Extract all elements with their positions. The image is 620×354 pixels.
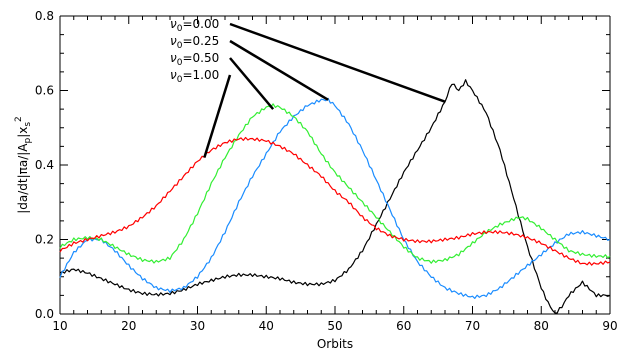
x-tick-label: 70 (465, 319, 480, 333)
x-tick-label: 80 (534, 319, 549, 333)
y-axis-title-main: |da/dt|πa/|A (16, 143, 30, 214)
annotation-label: ν0=0.50 (170, 51, 219, 68)
annotation-value: =0.50 (182, 51, 219, 65)
annotation-value: =0.25 (182, 34, 219, 48)
annotation-label: ν0=0.00 (170, 17, 219, 34)
y-axis-title-mid: |x (16, 127, 30, 138)
y-axis-title-sub1: p (23, 138, 33, 144)
x-axis-title: Orbits (317, 337, 353, 351)
x-tick-label: 10 (52, 319, 67, 333)
annotation-label: ν0=0.25 (170, 34, 219, 51)
series-line (59, 79, 611, 314)
y-tick-label: 0.4 (35, 158, 54, 172)
annotation-symbol: ν (170, 51, 177, 65)
series-line (59, 136, 611, 266)
annotation-value: =1.00 (182, 68, 219, 82)
annotation-leader (203, 74, 232, 158)
x-tick-label: 20 (121, 319, 136, 333)
x-tick-label: 30 (190, 319, 205, 333)
y-tick-label: 0.2 (35, 233, 54, 247)
x-tick-label: 50 (327, 319, 342, 333)
series-layer (59, 79, 611, 314)
series-line (59, 103, 611, 264)
x-tick-label: 40 (259, 319, 274, 333)
annotation-leader (229, 22, 446, 103)
annotation-label: ν0=1.00 (170, 68, 219, 85)
y-tick-label: 0.6 (35, 84, 54, 98)
annotation-value: =0.00 (182, 17, 219, 31)
annotation-leader (229, 57, 275, 110)
ticks: 10 20 30 40 50 60 70 80 90 0.0 0.2 0.4 0.6 0.8 (35, 9, 618, 333)
annotation-symbol: ν (170, 34, 177, 48)
x-tick-label: 90 (602, 319, 617, 333)
y-axis-title-sup: 2 (14, 116, 24, 122)
y-axis-title-sub2: s (23, 122, 33, 127)
annotation-subscript: 0 (177, 24, 183, 34)
annotation-leader (229, 39, 329, 101)
x-tick-label: 60 (396, 319, 411, 333)
y-axis-title: |da/dt|πa/|Ap|xs2 (14, 116, 33, 214)
annotation-symbol: ν (170, 68, 177, 82)
series-line (59, 97, 611, 299)
y-tick-label: 0.0 (35, 307, 54, 321)
annotation-subscript: 0 (177, 75, 183, 85)
annotation-subscript: 0 (177, 41, 183, 51)
y-tick-label: 0.8 (35, 9, 54, 23)
annotation-symbol: ν (170, 17, 177, 31)
annotation-subscript: 0 (177, 58, 183, 68)
